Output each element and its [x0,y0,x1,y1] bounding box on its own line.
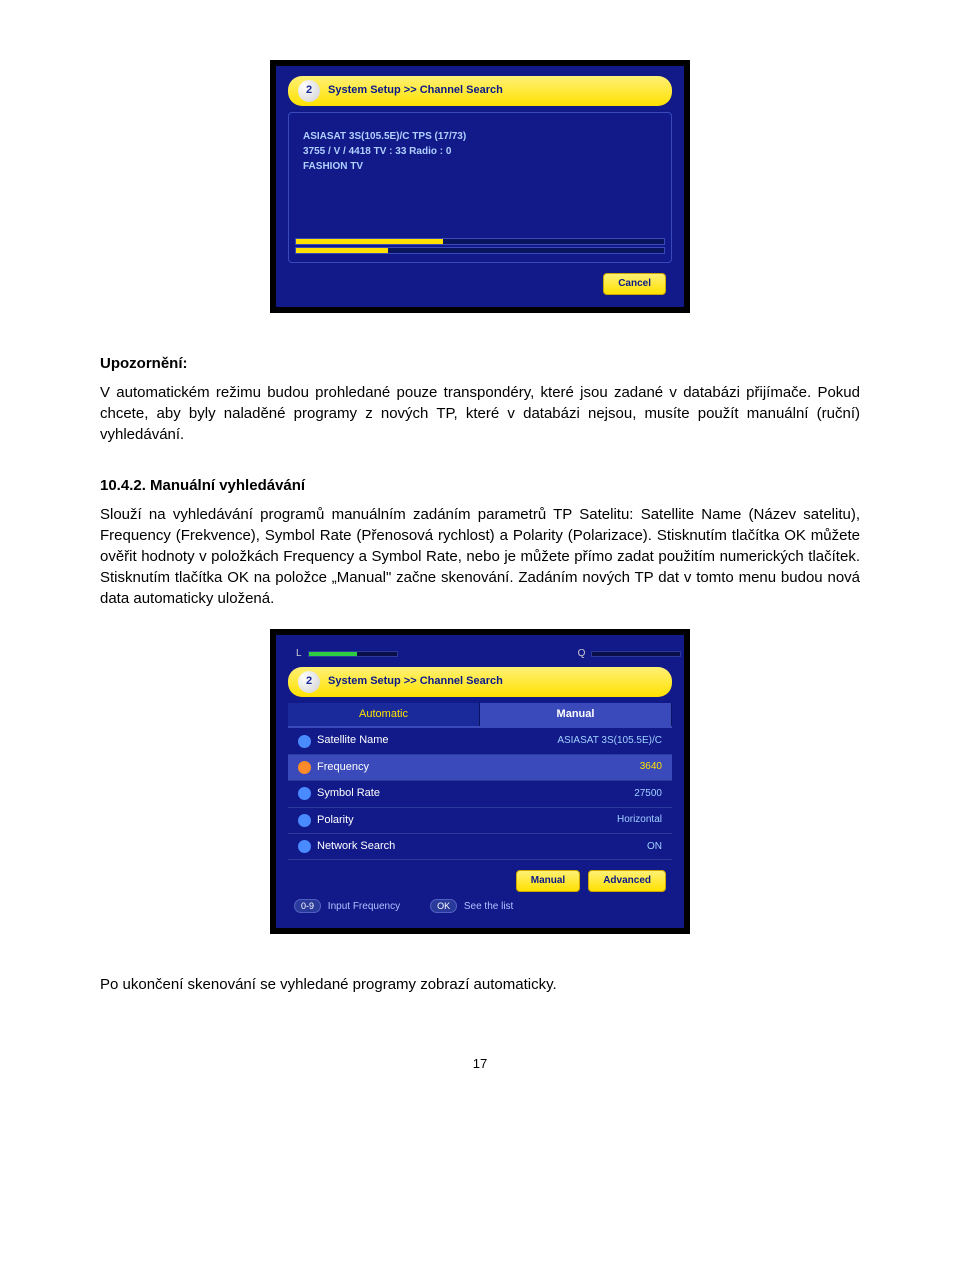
setting-row-polarity[interactable]: Polarity Horizontal [288,808,672,834]
signal-bars: L Q [288,645,672,667]
scan-frame: ASIASAT 3S(105.5E)/C TPS (17/73) 3755 / … [288,112,672,263]
setting-label: Frequency [298,760,369,775]
bullet-icon [298,787,311,800]
hint-key-ok: OK [430,899,457,913]
setting-value: 3640 [640,760,662,774]
hint-key-0-9: 0-9 [294,899,321,913]
bullet-icon [298,735,311,748]
setting-label-text: Network Search [317,839,395,854]
warning-body: V automatickém režimu budou prohledané p… [100,382,860,445]
section-heading: 10.4.2. Manuální vyhledávání [100,475,860,496]
hint-input-frequency: 0-9 Input Frequency [294,900,400,914]
progress-row-1 [295,238,665,245]
scan-info-block: ASIASAT 3S(105.5E)/C TPS (17/73) 3755 / … [295,119,665,178]
setting-label: Network Search [298,839,395,854]
tab-row: Automatic Manual [288,703,672,728]
setting-label-text: Satellite Name [317,733,389,748]
breadcrumb-text: System Setup >> Channel Search [328,83,503,98]
page-number: 17 [100,1055,860,1073]
scan-info-line-3: FASHION TV [303,159,657,174]
setting-value: 27500 [634,787,662,801]
tv-inner-2: L Q 2 System Setup >> Channel Search Aut… [276,635,684,928]
progress-fill-1 [296,239,443,244]
manual-button[interactable]: Manual [516,870,580,892]
settings-list: Satellite Name ASIASAT 3S(105.5E)/C Freque… [288,728,672,860]
breadcrumb-text-2: System Setup >> Channel Search [328,674,503,689]
hint-row: 0-9 Input Frequency OK See the list [288,892,672,916]
outro-text: Po ukončení skenování se vyhledané progr… [100,974,860,995]
setting-row-network-search[interactable]: Network Search ON [288,834,672,860]
progress-bar-2 [295,247,665,254]
bullet-icon [298,761,311,774]
action-row-2: Manual Advanced [288,870,672,892]
hint-text-1: Input Frequency [328,901,400,912]
progress-row-2 [295,247,665,254]
hint-text-2: See the list [464,901,513,912]
bullet-icon [298,814,311,827]
setting-label-text: Frequency [317,760,369,775]
hint-see-list: OK See the list [430,900,513,914]
setting-label: Symbol Rate [298,786,380,801]
setting-value: ASIASAT 3S(105.5E)/C [557,734,662,748]
setting-label: Polarity [298,813,354,828]
tv-screenshot-1: 2 System Setup >> Channel Search ASIASAT… [270,60,690,313]
progress-fill-2 [296,248,388,253]
signal-quality: Q [578,647,682,661]
tv-inner-1: 2 System Setup >> Channel Search ASIASAT… [276,66,684,307]
cancel-button[interactable]: Cancel [603,273,666,295]
gear-icon: 2 [298,671,320,693]
setting-label-text: Polarity [317,813,354,828]
signal-level: L [296,647,398,661]
signal-l-label: L [296,647,302,661]
advanced-button[interactable]: Advanced [588,870,666,892]
section-body: Slouží na vyhledávání programů manuálním… [100,504,860,609]
signal-q-label: Q [578,647,586,661]
setting-label: Satellite Name [298,733,389,748]
warning-title: Upozornění: [100,353,860,374]
scan-info-line-2: 3755 / V / 4418 TV : 33 Radio : 0 [303,144,657,159]
bullet-icon [298,840,311,853]
tab-manual[interactable]: Manual [480,703,672,726]
setting-value: Horizontal [617,813,662,827]
breadcrumb-bar: 2 System Setup >> Channel Search [288,76,672,106]
action-row: Cancel [288,273,672,295]
tab-automatic[interactable]: Automatic [288,703,480,726]
gear-icon: 2 [298,80,320,102]
progress-bar-1 [295,238,665,245]
tv-screenshot-2: L Q 2 System Setup >> Channel Search Aut… [270,629,690,934]
setting-row-frequency[interactable]: Frequency 3640 [288,755,672,781]
scan-info-line-1: ASIASAT 3S(105.5E)/C TPS (17/73) [303,129,657,144]
setting-row-symbol-rate[interactable]: Symbol Rate 27500 [288,781,672,807]
setting-row-satellite-name[interactable]: Satellite Name ASIASAT 3S(105.5E)/C [288,728,672,754]
setting-label-text: Symbol Rate [317,786,380,801]
setting-value: ON [647,840,662,854]
breadcrumb-bar-2: 2 System Setup >> Channel Search [288,667,672,697]
